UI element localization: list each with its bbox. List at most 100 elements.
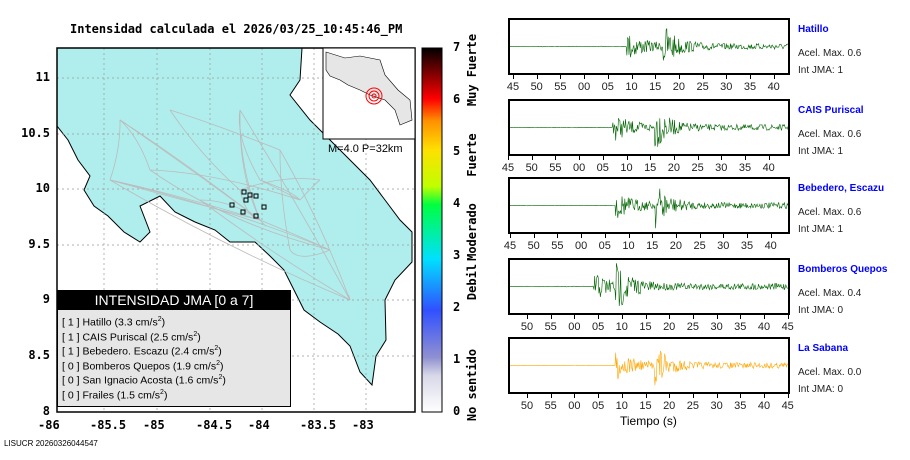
time-tick-label: 55: [544, 400, 557, 412]
legend-close-paren: ): [161, 316, 166, 329]
lon-tick-label: -83.5: [300, 418, 337, 432]
station-name: CAIS Puriscal: [798, 105, 864, 116]
lat-tick-label: 8.5: [28, 348, 50, 362]
time-tick-label: 30: [720, 81, 733, 93]
time-tick-label: 05: [601, 81, 614, 93]
time-tick-mark: [645, 315, 647, 319]
time-tick-label: 45: [781, 321, 794, 333]
lon-tick-label: -83: [352, 418, 374, 432]
time-tick-label: 40: [757, 400, 771, 412]
time-tick-mark: [745, 156, 746, 160]
colorbar-tick: 4: [453, 196, 461, 210]
legend-station-text: Hatillo (3.3 cm/s: [82, 316, 158, 329]
legend-row: [ 0 ] Frailes (1.5 cm/s2): [58, 386, 290, 402]
time-tick-label: 05: [591, 400, 605, 412]
seismogram-panel: [508, 99, 790, 156]
time-tick-mark: [773, 75, 775, 79]
waveform: [509, 188, 789, 229]
time-tick-mark: [598, 315, 600, 319]
jma-intensity: Int JMA: 1: [798, 146, 844, 157]
time-tick-mark: [675, 234, 677, 238]
time-tick-label: 25: [696, 81, 709, 93]
max-acceleration: Acel. Max. 0.0: [798, 367, 862, 378]
time-tick-mark: [621, 315, 623, 319]
legend-row: [ 1 ] CAIS Puriscal (2.5 cm/s2): [58, 328, 290, 344]
legend-station-text: CAIS Puriscal (2.5 cm/s: [82, 331, 194, 344]
time-tick-label: 25: [693, 240, 706, 252]
time-axis-label: Tiempo (s): [620, 414, 677, 428]
station-marker: [253, 193, 259, 199]
station-marker: [253, 213, 259, 219]
time-tick-mark: [607, 75, 609, 79]
time-tick-label: 00: [568, 321, 581, 333]
legend-station-text: Bomberos Quepos (1.9 cm/s: [82, 360, 217, 373]
time-tick-mark: [579, 156, 581, 160]
time-tick-mark: [550, 315, 552, 319]
time-tick-mark: [628, 234, 630, 238]
time-tick-label: 00: [572, 162, 586, 174]
time-tick-label: 05: [591, 321, 605, 333]
time-tick-label: 15: [646, 240, 659, 252]
time-tick-label: 10: [615, 321, 628, 333]
legend-intensity: [ 0 ]: [62, 374, 80, 387]
time-tick-mark: [721, 156, 723, 160]
time-tick-mark: [574, 394, 576, 398]
station-name: Bomberos Quepos: [798, 264, 888, 275]
intensity-legend: INTENSIDAD JMA [0 a 7] [ 1 ] Hatillo (3.…: [57, 290, 291, 407]
lat-tick-label: 9.5: [28, 237, 50, 251]
time-tick-mark: [604, 234, 606, 238]
time-tick-label: 40: [757, 321, 771, 333]
time-tick-label: 15: [639, 321, 652, 333]
time-tick-label: 30: [717, 240, 730, 252]
time-tick-label: 35: [734, 400, 747, 412]
time-tick-mark: [513, 75, 514, 79]
time-tick-label: 50: [530, 81, 543, 93]
time-tick-mark: [560, 75, 562, 79]
seismogram-panel: [508, 177, 790, 234]
waveform: [509, 263, 788, 307]
legend-unit-exponent: 2: [157, 316, 162, 323]
time-tick-mark: [702, 75, 704, 79]
station-markers: [229, 189, 267, 219]
time-tick-mark: [652, 234, 654, 238]
time-tick-label: 45: [506, 81, 520, 93]
time-tick-label: 00: [568, 400, 581, 412]
seismogram-panel: [508, 337, 790, 394]
time-tick-mark: [527, 394, 528, 398]
colorbar-tick: 3: [453, 248, 461, 262]
time-tick-label: 30: [710, 400, 723, 412]
page-title: Intensidad calculada el 2026/03/25_10:45…: [70, 22, 403, 36]
legend-station-text: Frailes (1.5 cm/s: [82, 389, 161, 402]
station-marker: [229, 202, 235, 208]
time-tick-mark: [770, 234, 772, 238]
max-acceleration: Acel. Max. 0.6: [798, 129, 862, 140]
time-tick-label: 30: [715, 162, 728, 174]
time-tick-label: 20: [663, 400, 676, 412]
time-tick-label: 50: [527, 240, 540, 252]
time-tick-label: 05: [596, 162, 609, 174]
time-tick-label: 20: [669, 240, 683, 252]
station-name: La Sabana: [798, 343, 849, 354]
legend-intensity: [ 1 ]: [62, 345, 80, 358]
time-tick-mark: [768, 156, 770, 160]
station-name: Hatillo: [798, 24, 829, 35]
time-tick-mark: [673, 156, 675, 160]
colorbar-tick: 0: [453, 404, 461, 418]
time-tick-mark: [787, 394, 789, 398]
time-tick-mark: [557, 234, 559, 238]
lat-tick-label: 9: [42, 292, 50, 306]
time-tick-label: 25: [686, 400, 700, 412]
legend-close-paren: ): [218, 345, 222, 358]
time-tick-mark: [740, 394, 742, 398]
time-tick-mark: [716, 394, 718, 398]
seismogram-panel: [508, 258, 790, 315]
lat-tick-label: 8: [42, 404, 50, 418]
colorbar: [421, 47, 443, 413]
max-acceleration: Acel. Max. 0.4: [798, 288, 862, 299]
time-tick-mark: [726, 75, 728, 79]
legend-row: [ 1 ] Hatillo (3.3 cm/s2): [58, 313, 290, 329]
time-tick-label: 35: [734, 321, 747, 333]
lon-tick-label: -84.5: [196, 418, 233, 432]
epicenter-icon: [365, 87, 383, 105]
jma-intensity: Int JMA: 1: [798, 224, 844, 235]
